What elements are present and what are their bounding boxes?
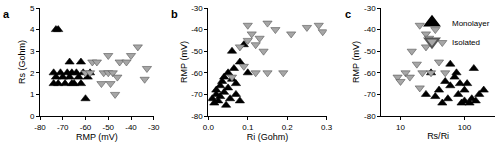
svg-text:RMP (mV): RMP (mV) [351, 41, 361, 83]
svg-text:-80: -80 [191, 112, 203, 121]
svg-text:4: 4 [30, 25, 35, 34]
svg-text:-50: -50 [191, 47, 203, 56]
svg-text:1: 1 [30, 90, 35, 99]
svg-text:RMP (mV): RMP (mV) [76, 132, 118, 142]
svg-text:-70: -70 [364, 90, 376, 99]
svg-text:c: c [345, 8, 351, 20]
svg-text:Rs/Ri: Rs/Ri [427, 131, 449, 141]
svg-text:3: 3 [30, 47, 35, 56]
svg-text:-40: -40 [125, 123, 137, 132]
svg-text:RMP (mV): RMP (mV) [179, 41, 189, 83]
svg-text:Ri (Gohm): Ri (Gohm) [247, 132, 289, 142]
svg-text:b: b [171, 8, 178, 20]
svg-text:-30: -30 [191, 4, 203, 13]
svg-text:-80: -80 [364, 112, 376, 121]
svg-text:-30: -30 [364, 4, 376, 13]
svg-text:-70: -70 [191, 90, 203, 99]
svg-text:0.1: 0.1 [242, 123, 254, 132]
svg-text:10: 10 [396, 123, 405, 132]
svg-text:-40: -40 [364, 25, 376, 34]
svg-text:Monolayer: Monolayer [452, 19, 490, 28]
svg-text:-70: -70 [57, 123, 69, 132]
svg-text:0: 0 [30, 112, 35, 121]
svg-text:0.3: 0.3 [321, 123, 333, 132]
svg-text:-60: -60 [364, 69, 376, 78]
svg-text:-50: -50 [102, 123, 114, 132]
svg-text:5: 5 [30, 4, 35, 13]
svg-text:-60: -60 [80, 123, 92, 132]
svg-text:Isolated: Isolated [452, 38, 480, 47]
svg-text:-80: -80 [34, 123, 46, 132]
svg-text:2: 2 [30, 69, 35, 78]
svg-text:100: 100 [458, 123, 472, 132]
svg-text:-40: -40 [191, 25, 203, 34]
svg-text:-30: -30 [148, 123, 160, 132]
svg-text:0.0: 0.0 [203, 123, 215, 132]
svg-text:Rs (Gohm): Rs (Gohm) [17, 40, 27, 84]
svg-text:-50: -50 [364, 47, 376, 56]
svg-text:0.2: 0.2 [282, 123, 294, 132]
svg-text:a: a [3, 8, 10, 20]
svg-text:-60: -60 [191, 69, 203, 78]
